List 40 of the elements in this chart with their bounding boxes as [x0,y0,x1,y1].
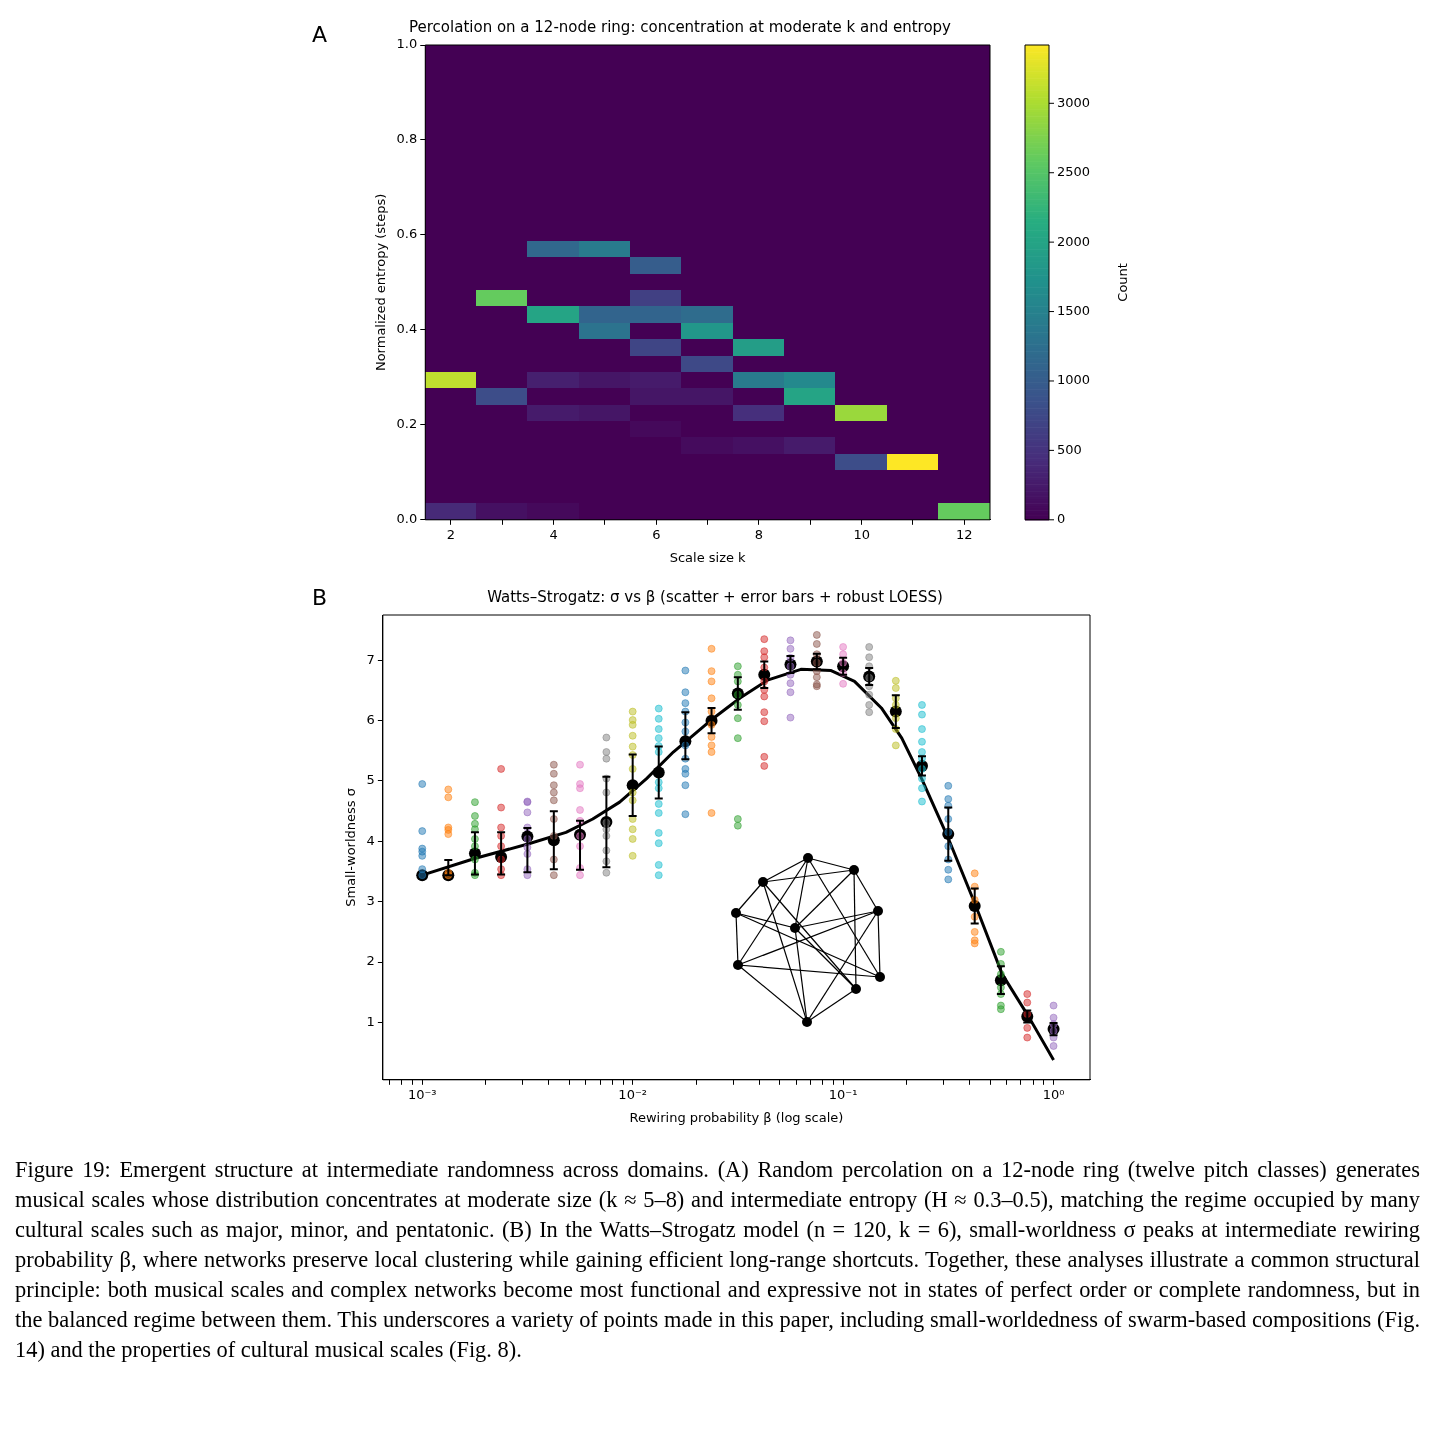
color-bar-label: 2000 [1057,233,1091,249]
y-tick-label: 7 [366,651,375,667]
x-tick-label: 4 [549,526,558,542]
y-tick-label: 0.0 [396,511,418,527]
text: A [312,22,328,47]
y-tick-label: 0.2 [396,416,418,432]
color-bar-title: Count [1115,263,1131,302]
x-tick-label: 10 [853,526,870,542]
color-bar-label: 0 [1057,511,1066,527]
color-bar-label: 1000 [1057,372,1091,388]
y-tick-label: 0.6 [396,226,418,242]
x-tick-label: 10⁰ [1042,1086,1065,1102]
y-tick-label: 2 [366,953,375,969]
x-tick-label: 10⁻² [618,1086,647,1102]
y-tick-label: 6 [366,712,375,728]
x-tick-label: 10⁻³ [407,1086,437,1102]
y-tick-label: 0.8 [396,131,418,147]
y-tick-label: 1.0 [396,36,418,52]
color-bar-label: 1500 [1057,302,1091,318]
x-tick-label: 12 [956,526,973,542]
x-axis-title: Scale size k [669,549,747,565]
y-tick-label: 5 [366,772,375,788]
y-tick-label: 3 [366,893,375,909]
text: B [312,585,328,610]
y-tick-label: 1 [366,1013,375,1029]
chart-title: Watts–Strogatz: σ vs β (scatter + error bars + robust LOESS) [487,587,943,606]
color-bar-label: 500 [1057,441,1082,457]
y-tick-label: 4 [366,832,375,848]
y-axis-title: Normalized entropy (steps) [373,193,389,372]
color-bar-label: 2500 [1057,164,1091,180]
caption: Figure 19: Emergent structure at intermediate randomness across domains. (A) Random percolation on a 12-node ring (twelve pitch classes) generates musical scales whose distribution concentrates at moderate size (k ≈ 5–8) and intermediate entropy (H ≈ 0.3–0.5), matching the regime occupied by many cultural scales such as major, minor, and pentatonic. (B) In the Watts–Strogatz model (n = 120, k = 6), small-worldness σ peaks at intermediate rewiring probability β, where networks preserve local clustering while gaining efficient long-range shortcuts. Together, these analyses illustrate a common structural principle: both musical scales and complex networks become most functional and expressive not in states of perfect order or complete randomness, but in the balanced regime between them. This underscores a variety of points made in this paper, including small-worldedness of swarm-based compositions (Fig. 14) and the properties of cultural musical scales (Fig. 8). [15,1156,1420,1364]
x-tick-label: 6 [652,526,661,542]
x-axis-title: Rewiring probability β (log scale) [629,1109,844,1125]
color-bar-label: 3000 [1057,94,1091,110]
x-tick-label: 10⁻¹ [828,1086,858,1102]
x-tick-label: 2 [446,526,456,542]
x-tick-label: 8 [754,526,764,542]
chart-title: Percolation on a 12-node ring: concentration at moderate k and entropy [409,17,952,36]
y-tick-label: 0.4 [396,321,418,337]
y-axis-title: Small-worldness σ [343,788,359,907]
